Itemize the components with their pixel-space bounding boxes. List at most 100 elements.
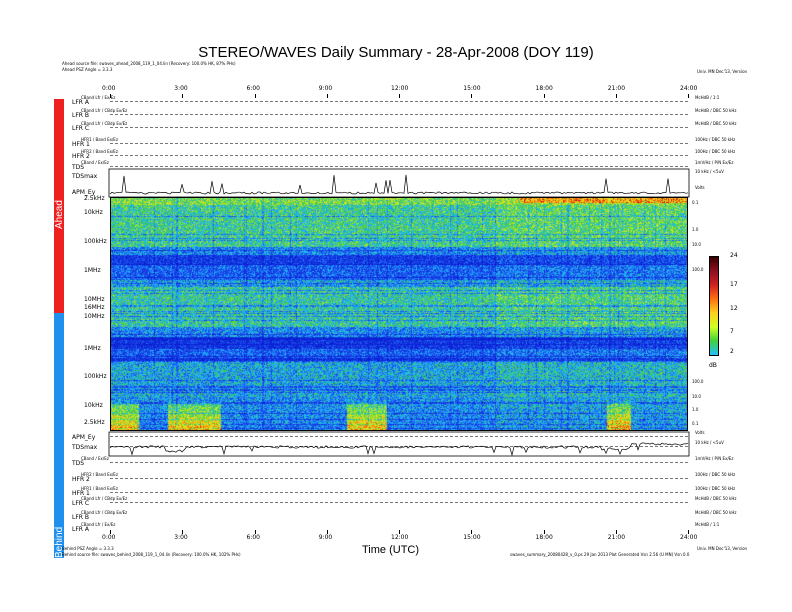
instrument-label: APM_Ey bbox=[72, 434, 96, 441]
instrument-right-label: 100Hz / DBC 50 kHz bbox=[695, 149, 736, 154]
time-tick-top: 0:00 bbox=[102, 85, 116, 92]
time-tick-mark-top bbox=[326, 94, 328, 98]
instrument-sublabel: CBand Lfr / CBdp Ex/Ez bbox=[81, 108, 128, 113]
time-tick-top: 12:00 bbox=[391, 85, 409, 92]
instrument-sublabel: CBand / Ex/Ez bbox=[81, 160, 109, 165]
instrument-label: HFR 2 bbox=[72, 153, 90, 160]
instrument-baseline bbox=[110, 143, 688, 144]
spectrogram-frame bbox=[110, 197, 688, 431]
instrument-sublabel: CBand Lfr / CBdp Ex/Ez bbox=[81, 121, 128, 126]
instrument-sublabel: HFR1 / Band Ex/Ez bbox=[81, 137, 118, 142]
freq-label-behind: 1MHz bbox=[84, 345, 101, 352]
time-tick-bottom: 0:00 bbox=[102, 534, 116, 541]
time-tick-mark-top bbox=[543, 94, 545, 98]
instrument-label: LFR C bbox=[72, 500, 90, 507]
instrument-label: TDSmax bbox=[72, 173, 98, 180]
time-tick-mark-bottom bbox=[688, 530, 689, 534]
footer-right-note: Univ. MN Dec'13, Version bbox=[697, 546, 748, 551]
behind-apm-line bbox=[109, 442, 689, 457]
footer-plot-info: swaves_summary_20080428_v_0.ps 29 Jan 20… bbox=[510, 552, 690, 557]
time-tick-mark-bottom bbox=[471, 530, 473, 534]
instrument-right-label: McHdB / DBC 50 kHz bbox=[695, 496, 737, 501]
time-tick-bottom: 12:00 bbox=[391, 534, 409, 541]
right-scale-ahead: 100.0 bbox=[692, 267, 704, 272]
freq-label-ahead: 2.5kHz bbox=[84, 195, 105, 202]
ahead-source-line: Ahead source file: swaves_ahead_2008_119… bbox=[62, 61, 236, 66]
freq-label-ahead: 1MHz bbox=[84, 267, 101, 274]
time-tick-mark-top bbox=[254, 94, 256, 98]
time-tick-mark-top bbox=[110, 94, 111, 98]
time-tick-mark-top bbox=[688, 94, 689, 98]
time-tick-top: 18:00 bbox=[535, 85, 553, 92]
time-tick-mark-bottom bbox=[543, 530, 545, 534]
instrument-right-label: 100Hz / DBC 50 kHz bbox=[695, 472, 736, 477]
instrument-label: LFR C bbox=[72, 125, 90, 132]
instrument-label: HFR 1 bbox=[72, 490, 90, 497]
instrument-label: TDSmax bbox=[72, 444, 98, 451]
instrument-label: LFR B bbox=[72, 514, 89, 521]
instrument-right-label: McHdB / DBC 50 kHz bbox=[695, 510, 737, 515]
right-scale-behind: 1.0 bbox=[692, 407, 699, 412]
right-scale-ahead: 1.0 bbox=[692, 227, 699, 232]
instrument-label: APM_Ey bbox=[72, 189, 96, 196]
colorbar-tick: 24 bbox=[730, 252, 738, 259]
instrument-right-label: 100Hz / DBC 50 kHz bbox=[695, 486, 736, 491]
time-tick-mark-top bbox=[471, 94, 473, 98]
instrument-right-label: 10 kHz / <5uV bbox=[695, 440, 724, 445]
colorbar-tick: 12 bbox=[730, 305, 738, 312]
time-tick-bottom: 21:00 bbox=[607, 534, 626, 541]
header-right-note: Univ. MN Dec'13, Version bbox=[697, 69, 748, 74]
time-tick-top: 3:00 bbox=[174, 85, 188, 92]
instrument-label: LFR A bbox=[72, 526, 89, 533]
page-title: STEREO/WAVES Daily Summary - 28-Apr-2008… bbox=[198, 44, 594, 61]
ahead-tdsmax-plot bbox=[108, 168, 690, 198]
behind-side-bar: Behind bbox=[54, 313, 65, 558]
instrument-right-label: McHdB / DBC 50 kHz bbox=[695, 121, 737, 126]
colorbar-tick: 7 bbox=[730, 328, 734, 335]
instrument-baseline bbox=[110, 166, 688, 167]
dynamic-spectrogram bbox=[110, 197, 688, 431]
instrument-label: TDS bbox=[72, 460, 85, 467]
instrument-right-label: McHdB / DBC 50 kHz bbox=[695, 108, 737, 113]
freq-label-ahead: 100kHz bbox=[84, 238, 107, 245]
instrument-baseline bbox=[110, 492, 688, 493]
instrument-label: HFR 1 bbox=[72, 141, 90, 148]
instrument-label: TDS bbox=[72, 164, 85, 171]
instrument-label: HFR 2 bbox=[72, 476, 90, 483]
instrument-sublabel: CBand Lfr / CBdp Ex/Ez bbox=[81, 496, 128, 501]
time-tick-mark-bottom bbox=[399, 530, 400, 534]
instrument-baseline bbox=[110, 436, 688, 437]
time-tick-bottom: 15:00 bbox=[463, 534, 481, 541]
time-tick-top: 21:00 bbox=[607, 85, 626, 92]
ahead-psz-angle: Ahead PSZ Angle = 3.3.3 bbox=[62, 67, 113, 72]
instrument-sublabel: CBand / Ex/Ez bbox=[81, 456, 109, 461]
instrument-baseline bbox=[110, 114, 688, 115]
freq-label-ahead: 10kHz bbox=[84, 209, 103, 216]
instrument-sublabel: CBand Lfr / Ex/Ez bbox=[81, 522, 116, 527]
instrument-right-label: Volts bbox=[695, 185, 705, 190]
behind-apm-plot bbox=[108, 431, 690, 457]
ahead-tdsmax-line bbox=[109, 174, 689, 195]
instrument-baseline bbox=[110, 155, 688, 156]
instrument-right-label: 10 kHz / <5uV bbox=[695, 169, 724, 174]
time-tick-mark-top bbox=[615, 94, 617, 98]
instrument-baseline bbox=[110, 502, 688, 503]
right-scale-behind: 10.0 bbox=[692, 394, 701, 399]
time-tick-bottom: 3:00 bbox=[174, 534, 188, 541]
instrument-baseline bbox=[110, 462, 688, 463]
colorbar bbox=[709, 256, 719, 356]
time-tick-top: 15:00 bbox=[463, 85, 481, 92]
instrument-baseline bbox=[110, 446, 688, 447]
freq-label-ahead: 16MHz bbox=[84, 304, 105, 311]
freq-label-ahead: 10MHz bbox=[84, 296, 105, 303]
freq-label-behind: 100kHz bbox=[84, 373, 107, 380]
time-tick-bottom: 6:00 bbox=[246, 534, 260, 541]
instrument-right-label: 1mV/Hz / P/N Ex/Ez bbox=[695, 160, 734, 165]
instrument-sublabel: HFR2 / Band Ex/Ez bbox=[81, 472, 118, 477]
freq-label-ahead: 10MHz bbox=[84, 313, 105, 320]
freq-label-behind: 2.5kHz bbox=[84, 419, 105, 426]
instrument-right-label: Volts bbox=[695, 430, 705, 435]
time-tick-top: 6:00 bbox=[246, 85, 260, 92]
behind-source-line: Behind source file: swaves_behind_2008_1… bbox=[62, 552, 241, 557]
right-scale-ahead: 0.1 bbox=[692, 200, 699, 205]
